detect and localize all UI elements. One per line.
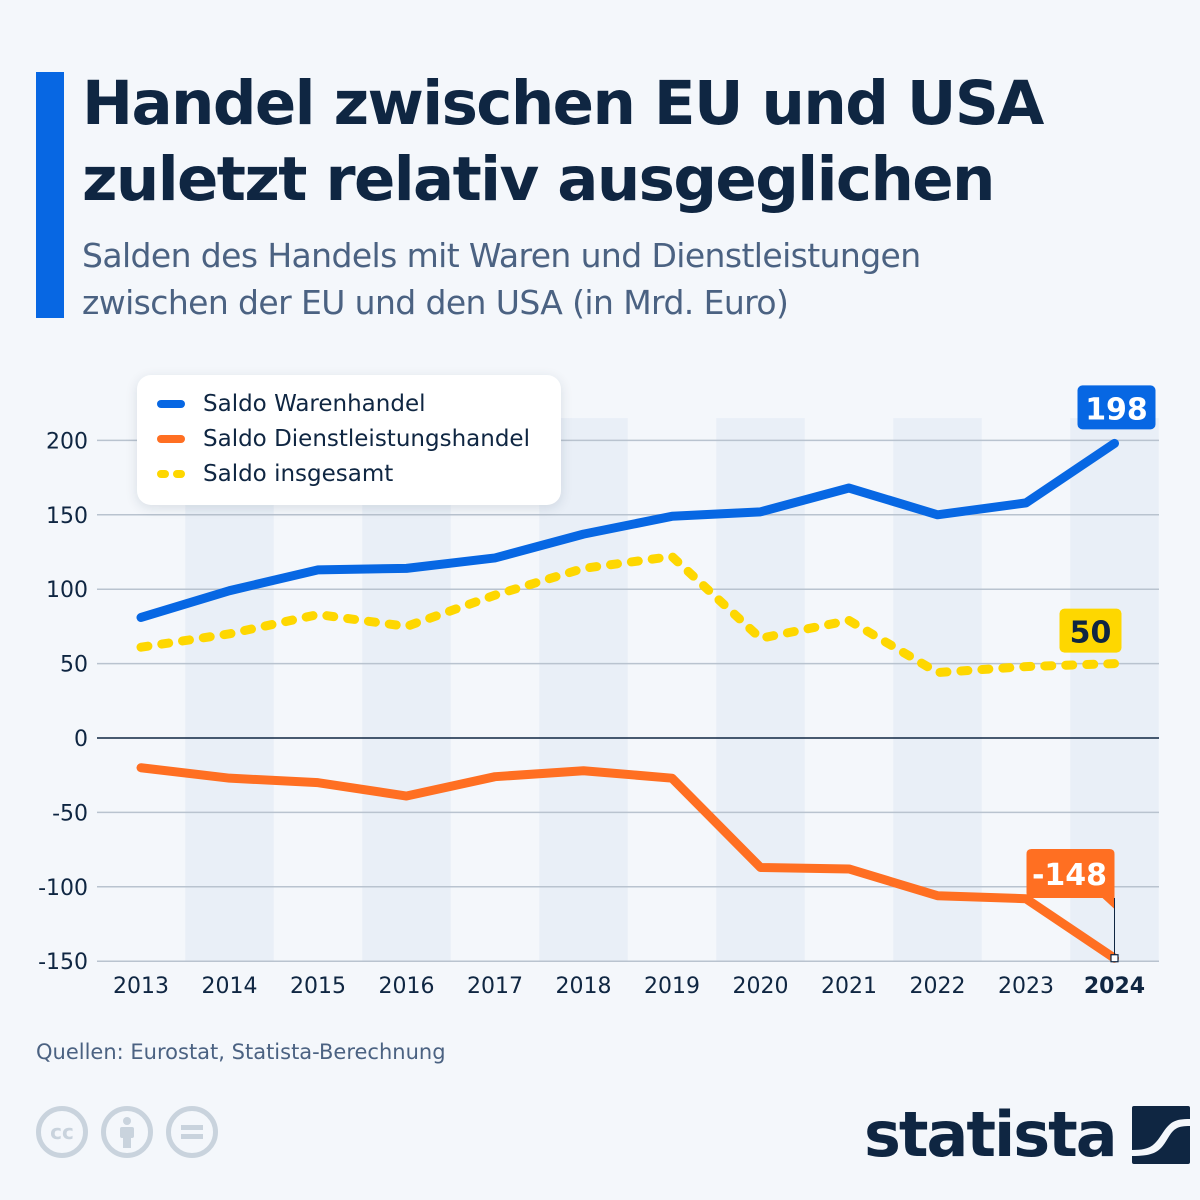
x-tick-label: 2023	[998, 974, 1054, 999]
x-tick-label: 2024	[1084, 974, 1145, 999]
x-tick-label: 2019	[644, 974, 700, 999]
x-tick-label: 2021	[821, 974, 877, 999]
title-line-1: Handel zwischen EU und USA	[82, 68, 1044, 139]
callout-marker	[1110, 954, 1119, 963]
legend-swatch-orange	[157, 435, 185, 443]
legend-label: Saldo insgesamt	[203, 461, 394, 487]
y-tick-label: 150	[46, 504, 88, 529]
person-icon	[120, 1117, 134, 1148]
source-note: Quellen: Eurostat, Statista-Berechnung	[36, 1040, 446, 1064]
y-tick-label: 100	[46, 578, 88, 603]
y-tick-label: 0	[74, 727, 88, 752]
legend-label: Saldo Warenhandel	[203, 391, 426, 417]
x-tick-label: 2020	[733, 974, 789, 999]
x-tick-label: 2018	[556, 974, 612, 999]
column-stripe	[539, 418, 628, 962]
end-label-box-insgesamt	[1059, 608, 1122, 653]
cc-icon[interactable]: cc	[36, 1106, 88, 1158]
series-line-1	[136, 763, 1119, 963]
subtitle-line-1: Salden des Handels mit Waren und Dienstl…	[82, 236, 921, 275]
x-tick-label: 2016	[379, 974, 435, 999]
legend-swatch-blue	[157, 400, 185, 408]
x-tick-label: 2013	[113, 974, 169, 999]
column-stripe	[893, 418, 982, 962]
x-tick-label: 2022	[910, 974, 966, 999]
column-stripe	[185, 418, 274, 962]
attribution-icon[interactable]	[101, 1106, 153, 1158]
y-tick-label: -100	[38, 876, 88, 901]
y-axis-ticks: 200 150 100 50 0 -50 -100 -150	[38, 429, 88, 975]
y-tick-label: 50	[60, 653, 88, 678]
legend-item-warenhandel: Saldo Warenhandel	[157, 391, 426, 417]
end-label-box-warenhandel	[1077, 385, 1156, 430]
x-axis-ticks: 2013 2014 2015 2016 2017 2018 2019 2020 2021 2022…	[113, 974, 1145, 999]
accent-bar	[36, 72, 64, 318]
equals-icon	[181, 1125, 203, 1139]
series-line-0	[136, 438, 1119, 622]
legend: Saldo Warenhandel Saldo Dienstleistungsh…	[137, 375, 561, 505]
chart-title: Handel zwischen EU und USA zuletzt relat…	[82, 66, 1182, 218]
cc-icon-text: cc	[50, 1120, 74, 1144]
legend-swatch-yellow-dotted	[157, 470, 185, 478]
y-tick-label: 200	[46, 429, 88, 454]
title-line-2: zuletzt relativ ausgeglichen	[82, 144, 995, 215]
column-stripe	[362, 418, 451, 962]
end-label-pointer	[1102, 898, 1115, 909]
end-label-warenhandel: 198	[1085, 392, 1148, 427]
end-label-box-dienstleistungshandel	[1026, 849, 1115, 898]
chart-subtitle: Salden des Handels mit Waren und Dienstl…	[82, 232, 1182, 326]
statista-logo-icon	[1131, 1106, 1190, 1164]
series-line-2	[136, 551, 1119, 678]
series-lines	[136, 438, 1119, 963]
logo-text: statista	[864, 1098, 1118, 1171]
statista-logo[interactable]: statista	[864, 1100, 1190, 1170]
x-tick-label: 2015	[290, 974, 346, 999]
no-derivatives-icon[interactable]	[166, 1106, 218, 1158]
end-label-insgesamt: 50	[1070, 616, 1112, 651]
x-tick-label: 2017	[467, 974, 523, 999]
x-tick-label: 2014	[202, 974, 258, 999]
line-chart: 200 150 100 50 0 -50 -100 -150 2013 2014 2015 2016…	[38, 385, 1159, 999]
license-icons: cc	[36, 1106, 218, 1158]
legend-item-dienstleistungshandel: Saldo Dienstleistungshandel	[157, 426, 530, 452]
y-tick-label: -150	[38, 950, 88, 975]
end-label-dienstleistungshandel: -148	[1032, 858, 1107, 893]
end-labels: 198 50 -148	[1026, 385, 1156, 963]
subtitle-line-2: zwischen der EU und den USA (in Mrd. Eur…	[82, 283, 789, 322]
y-tick-label: -50	[52, 801, 88, 826]
legend-label: Saldo Dienstleistungshandel	[203, 426, 530, 452]
legend-item-insgesamt: Saldo insgesamt	[157, 461, 393, 487]
